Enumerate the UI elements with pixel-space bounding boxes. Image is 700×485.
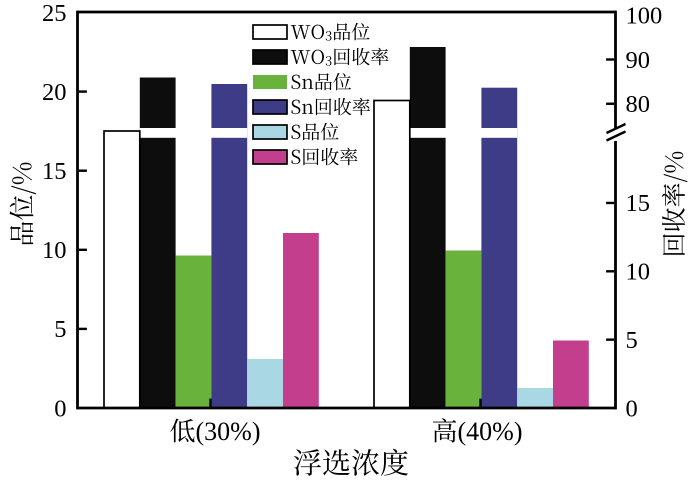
svg-text:15: 15	[626, 190, 651, 217]
svg-text:80: 80	[626, 91, 651, 118]
svg-text:5: 5	[54, 316, 66, 343]
svg-text:(40%): (40%)	[458, 417, 523, 446]
svg-text:15: 15	[42, 158, 67, 185]
svg-text:10: 10	[626, 259, 651, 286]
svg-text:90: 90	[626, 47, 651, 74]
svg-text:25: 25	[42, 0, 67, 27]
svg-text:100: 100	[626, 2, 663, 29]
svg-text:10: 10	[42, 237, 67, 264]
svg-text:20: 20	[42, 79, 67, 106]
svg-text:0: 0	[626, 395, 638, 422]
svg-text:0: 0	[54, 395, 66, 422]
svg-text:(30%): (30%)	[196, 417, 261, 446]
svg-text:5: 5	[626, 327, 638, 354]
